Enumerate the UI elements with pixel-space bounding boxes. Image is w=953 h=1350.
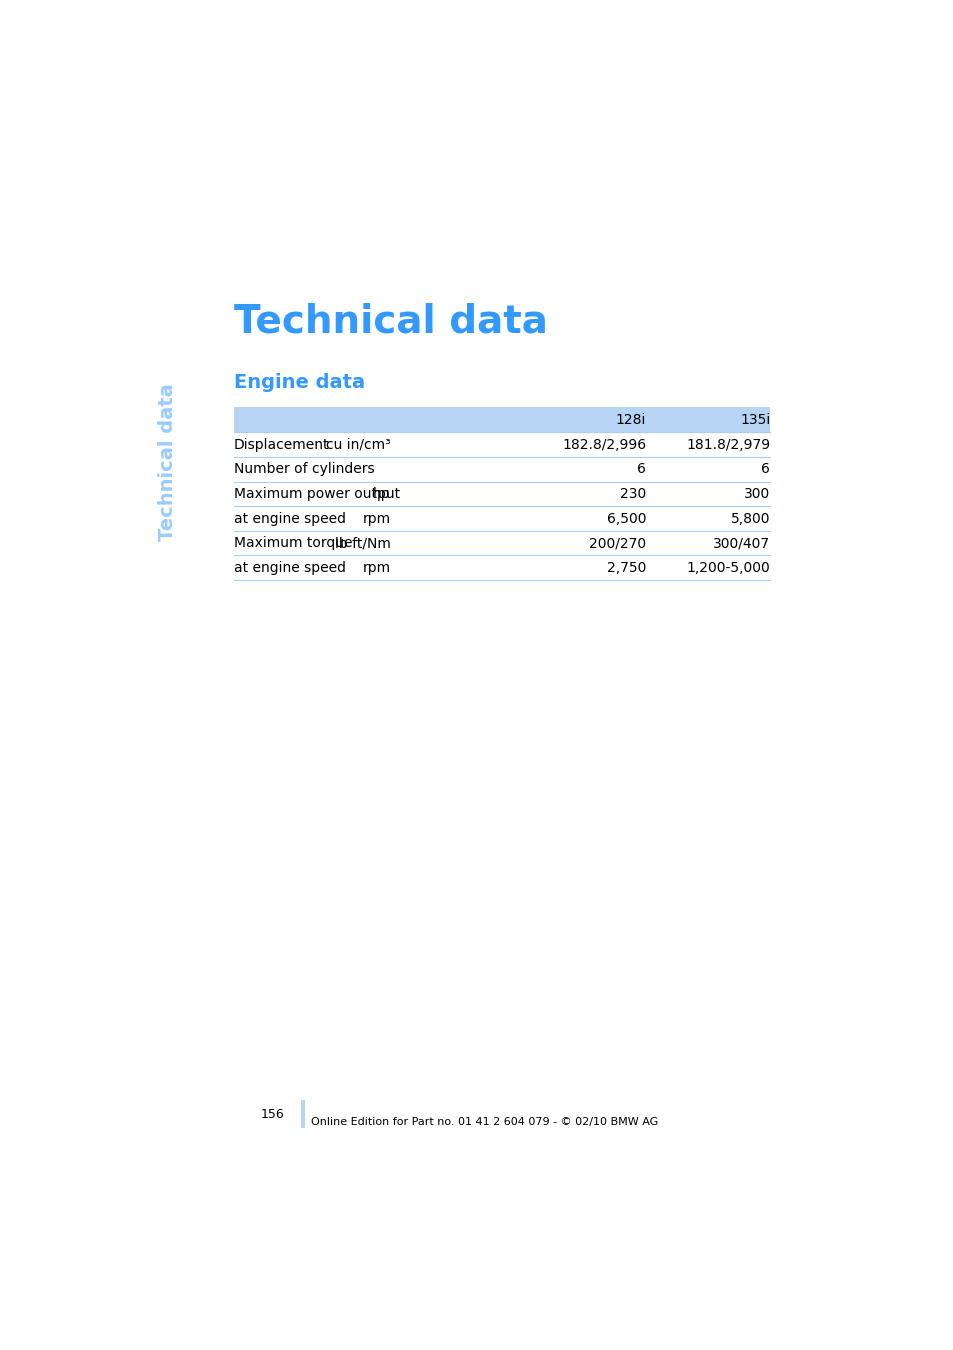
Text: Number of cylinders: Number of cylinders	[233, 462, 375, 477]
Text: Maximum torque: Maximum torque	[233, 536, 352, 551]
Text: hp: hp	[373, 487, 390, 501]
Text: rpm: rpm	[362, 560, 390, 575]
Text: Technical data: Technical data	[233, 302, 547, 340]
Text: Engine data: Engine data	[233, 374, 365, 393]
Text: 6: 6	[637, 462, 645, 477]
Text: Displacement: Displacement	[233, 437, 329, 452]
Text: Online Edition for Part no. 01 41 2 604 079 - © 02/10 BMW AG: Online Edition for Part no. 01 41 2 604 …	[311, 1118, 658, 1127]
Text: 6: 6	[760, 462, 769, 477]
Text: 182.8/2,996: 182.8/2,996	[561, 437, 645, 452]
Bar	[300, 1100, 305, 1129]
Text: 300: 300	[743, 487, 769, 501]
Text: 128i: 128i	[616, 413, 645, 427]
Text: 2,750: 2,750	[606, 560, 645, 575]
Text: at engine speed: at engine speed	[233, 560, 346, 575]
Text: Maximum power output: Maximum power output	[233, 487, 399, 501]
Text: 6,500: 6,500	[606, 512, 645, 525]
Text: 1,200-5,000: 1,200-5,000	[686, 560, 769, 575]
Text: lb ft/Nm: lb ft/Nm	[335, 536, 390, 551]
Text: 135i: 135i	[740, 413, 769, 427]
Text: 230: 230	[619, 487, 645, 501]
Text: rpm: rpm	[362, 512, 390, 525]
Text: 156: 156	[261, 1108, 285, 1120]
Text: 5,800: 5,800	[730, 512, 769, 525]
Text: Technical data: Technical data	[157, 383, 176, 541]
Text: at engine speed: at engine speed	[233, 512, 346, 525]
Text: 200/270: 200/270	[589, 536, 645, 551]
Text: 300/407: 300/407	[713, 536, 769, 551]
Text: 181.8/2,979: 181.8/2,979	[685, 437, 769, 452]
Text: cu in/cm³: cu in/cm³	[325, 437, 390, 452]
Bar	[233, 406, 769, 432]
